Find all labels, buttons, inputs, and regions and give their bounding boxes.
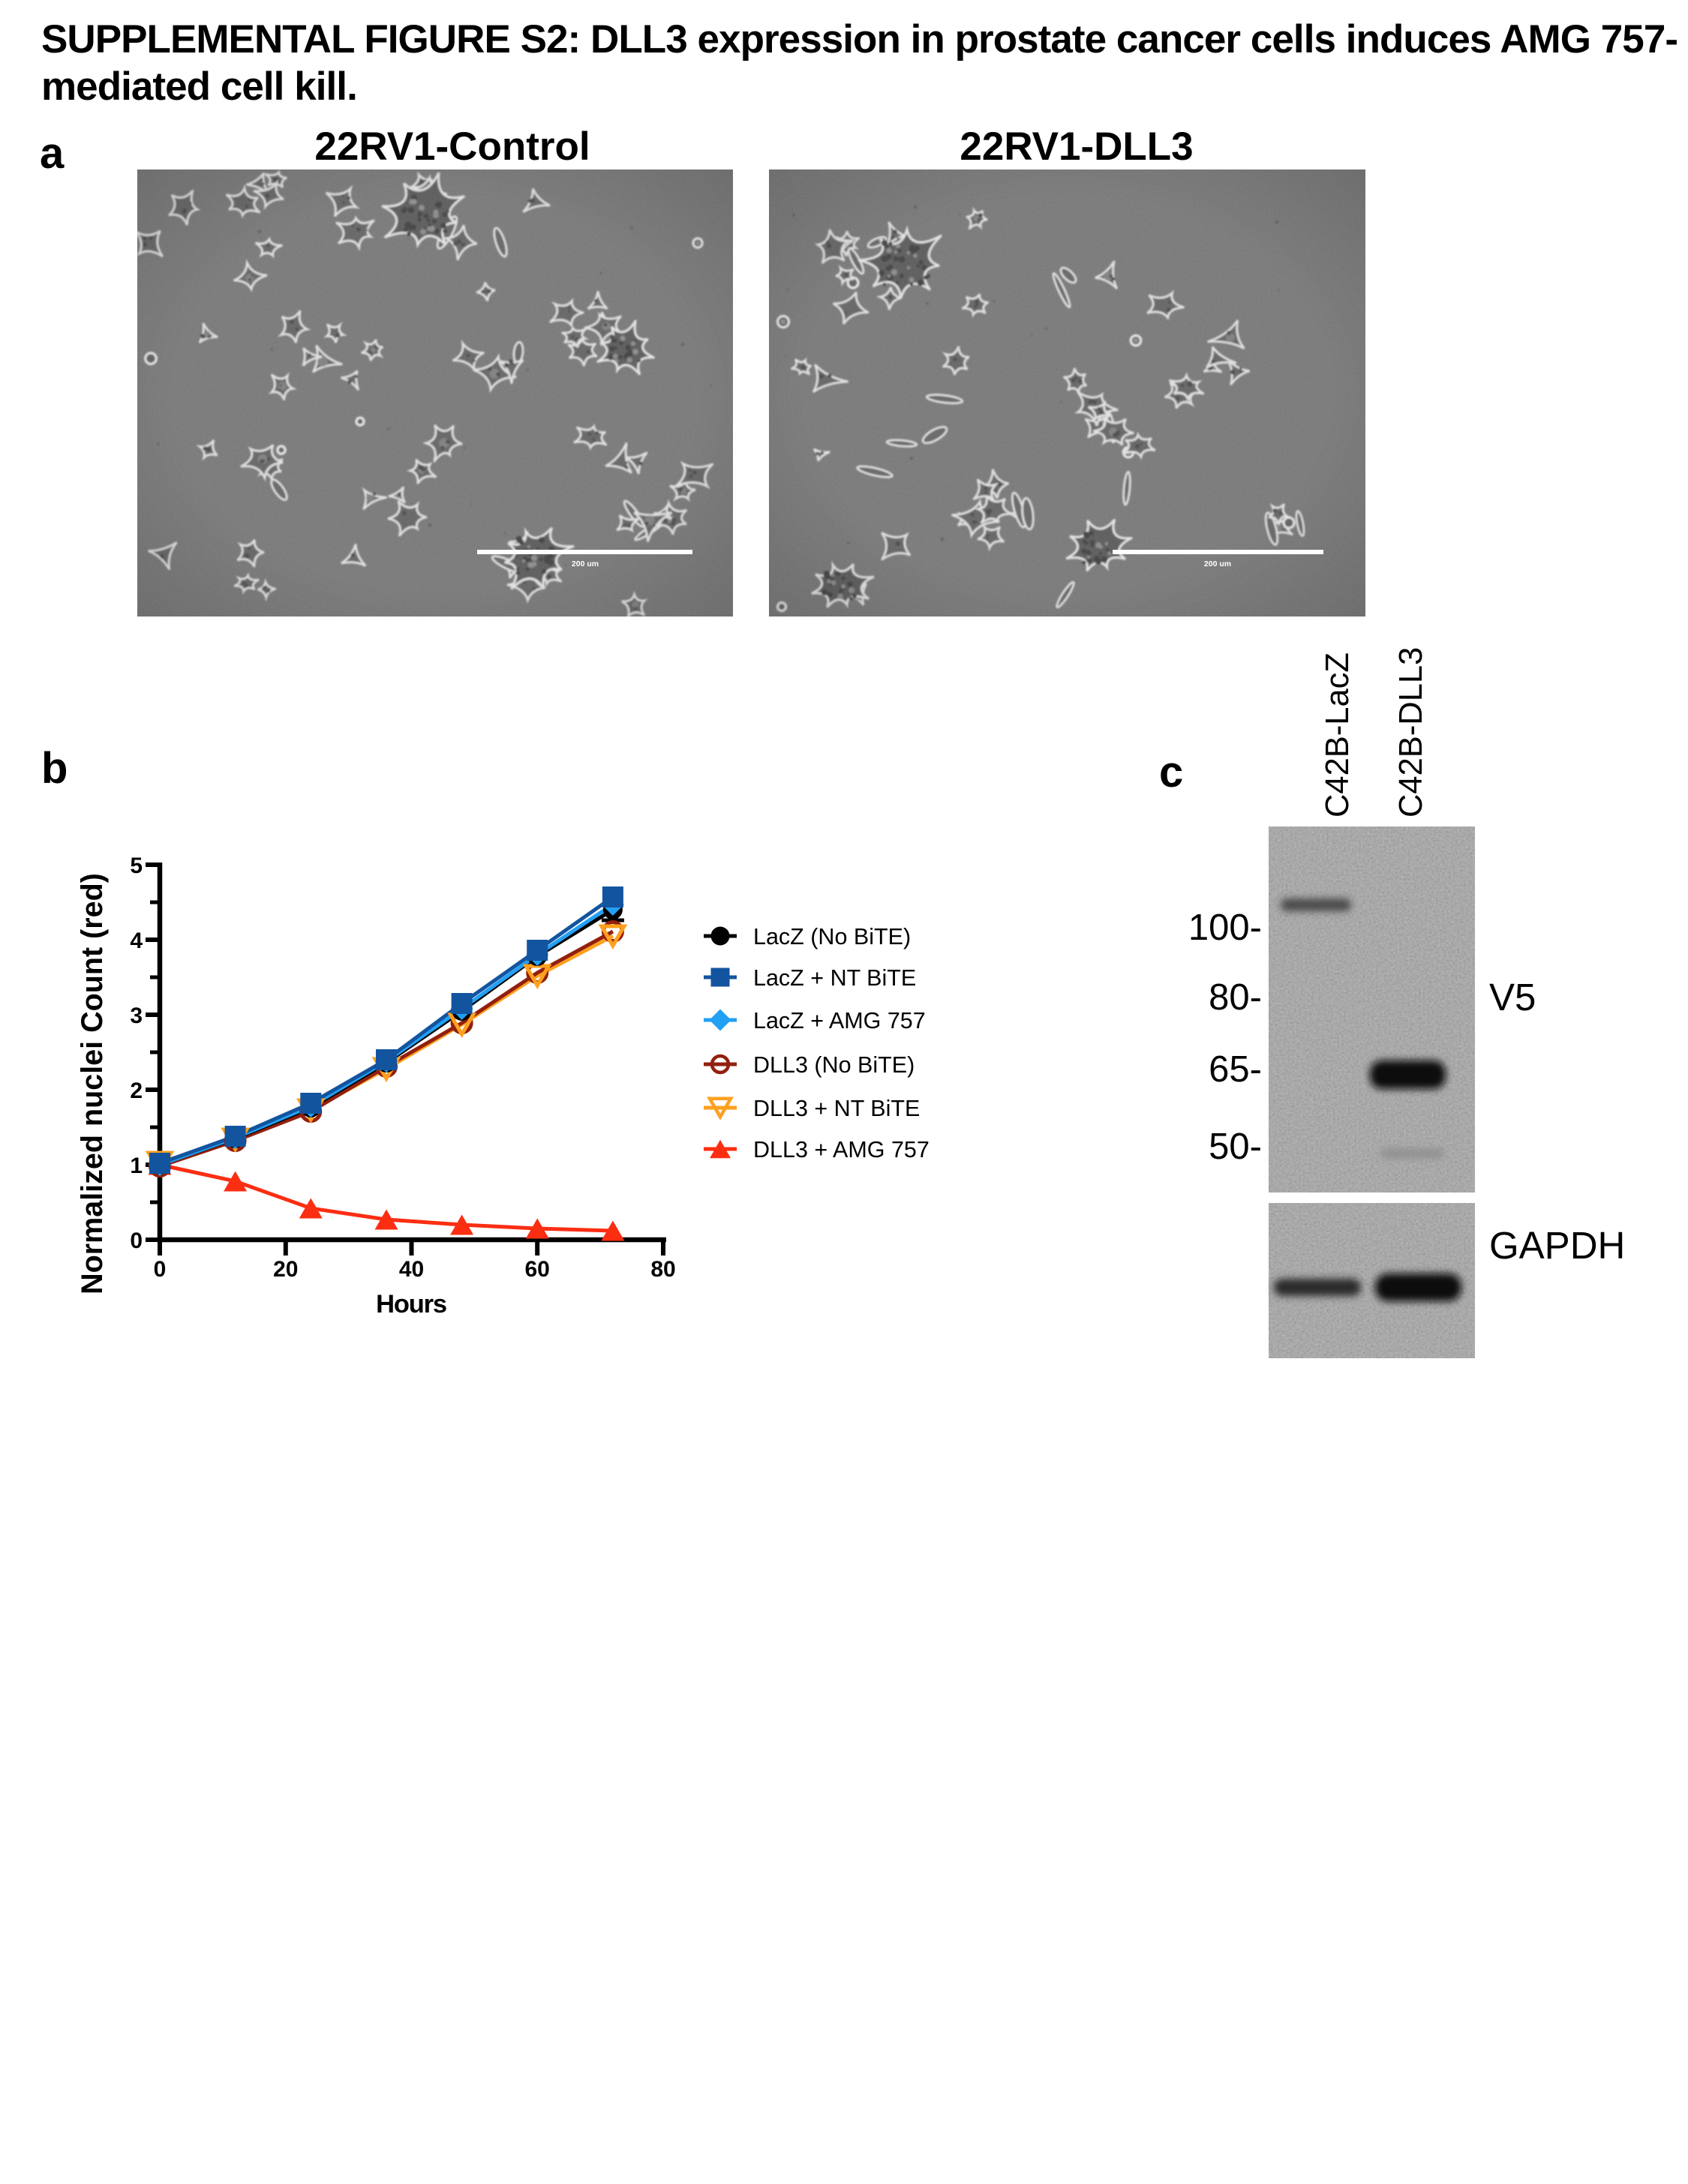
svg-text:4: 4 [130,928,143,953]
svg-text:80: 80 [650,1257,675,1282]
svg-text:0: 0 [130,1228,143,1253]
svg-text:3: 3 [130,1004,143,1028]
svg-text:a: a [40,129,65,178]
svg-text:5: 5 [130,854,143,878]
svg-text:22RV1-Control: 22RV1-Control [314,124,590,169]
svg-text:80-: 80- [1209,977,1262,1018]
svg-text:LacZ (No BiTE): LacZ (No BiTE) [753,924,911,950]
svg-text:DLL3 (No BiTE): DLL3 (No BiTE) [753,1052,915,1078]
svg-text:LacZ + AMG 757: LacZ + AMG 757 [753,1008,926,1034]
svg-text:GAPDH: GAPDH [1489,1224,1625,1267]
svg-text:V5: V5 [1489,976,1536,1018]
svg-text:LacZ + NT BiTE: LacZ + NT BiTE [753,965,916,991]
svg-text:Normalized nuclei Count (red): Normalized nuclei Count (red) [76,873,109,1294]
svg-text:50-: 50- [1209,1126,1262,1167]
svg-text:C42B-LacZ: C42B-LacZ [1320,652,1356,818]
svg-text:0: 0 [154,1257,167,1282]
svg-text:40: 40 [399,1257,424,1282]
svg-text:DLL3 + NT BiTE: DLL3 + NT BiTE [753,1096,920,1121]
svg-text:60: 60 [525,1257,550,1282]
svg-text:22RV1-DLL3: 22RV1-DLL3 [960,124,1193,169]
svg-text:C42B-DLL3: C42B-DLL3 [1393,647,1429,818]
svg-text:Hours: Hours [376,1290,446,1318]
svg-text:65-: 65- [1209,1049,1262,1090]
svg-text:DLL3 + AMG 757: DLL3 + AMG 757 [753,1137,930,1162]
svg-text:200 um: 200 um [1204,560,1231,568]
svg-text:c: c [1159,748,1183,796]
svg-text:1: 1 [130,1154,143,1178]
svg-text:20: 20 [273,1257,298,1282]
svg-text:mediated cell kill.: mediated cell kill. [41,64,357,109]
svg-text:200 um: 200 um [572,560,599,568]
svg-text:2: 2 [130,1078,143,1103]
svg-text:SUPPLEMENTAL FIGURE S2: DLL3 e: SUPPLEMENTAL FIGURE S2: DLL3 expression … [41,17,1677,62]
svg-text:b: b [41,744,68,793]
svg-text:100-: 100- [1188,908,1262,948]
